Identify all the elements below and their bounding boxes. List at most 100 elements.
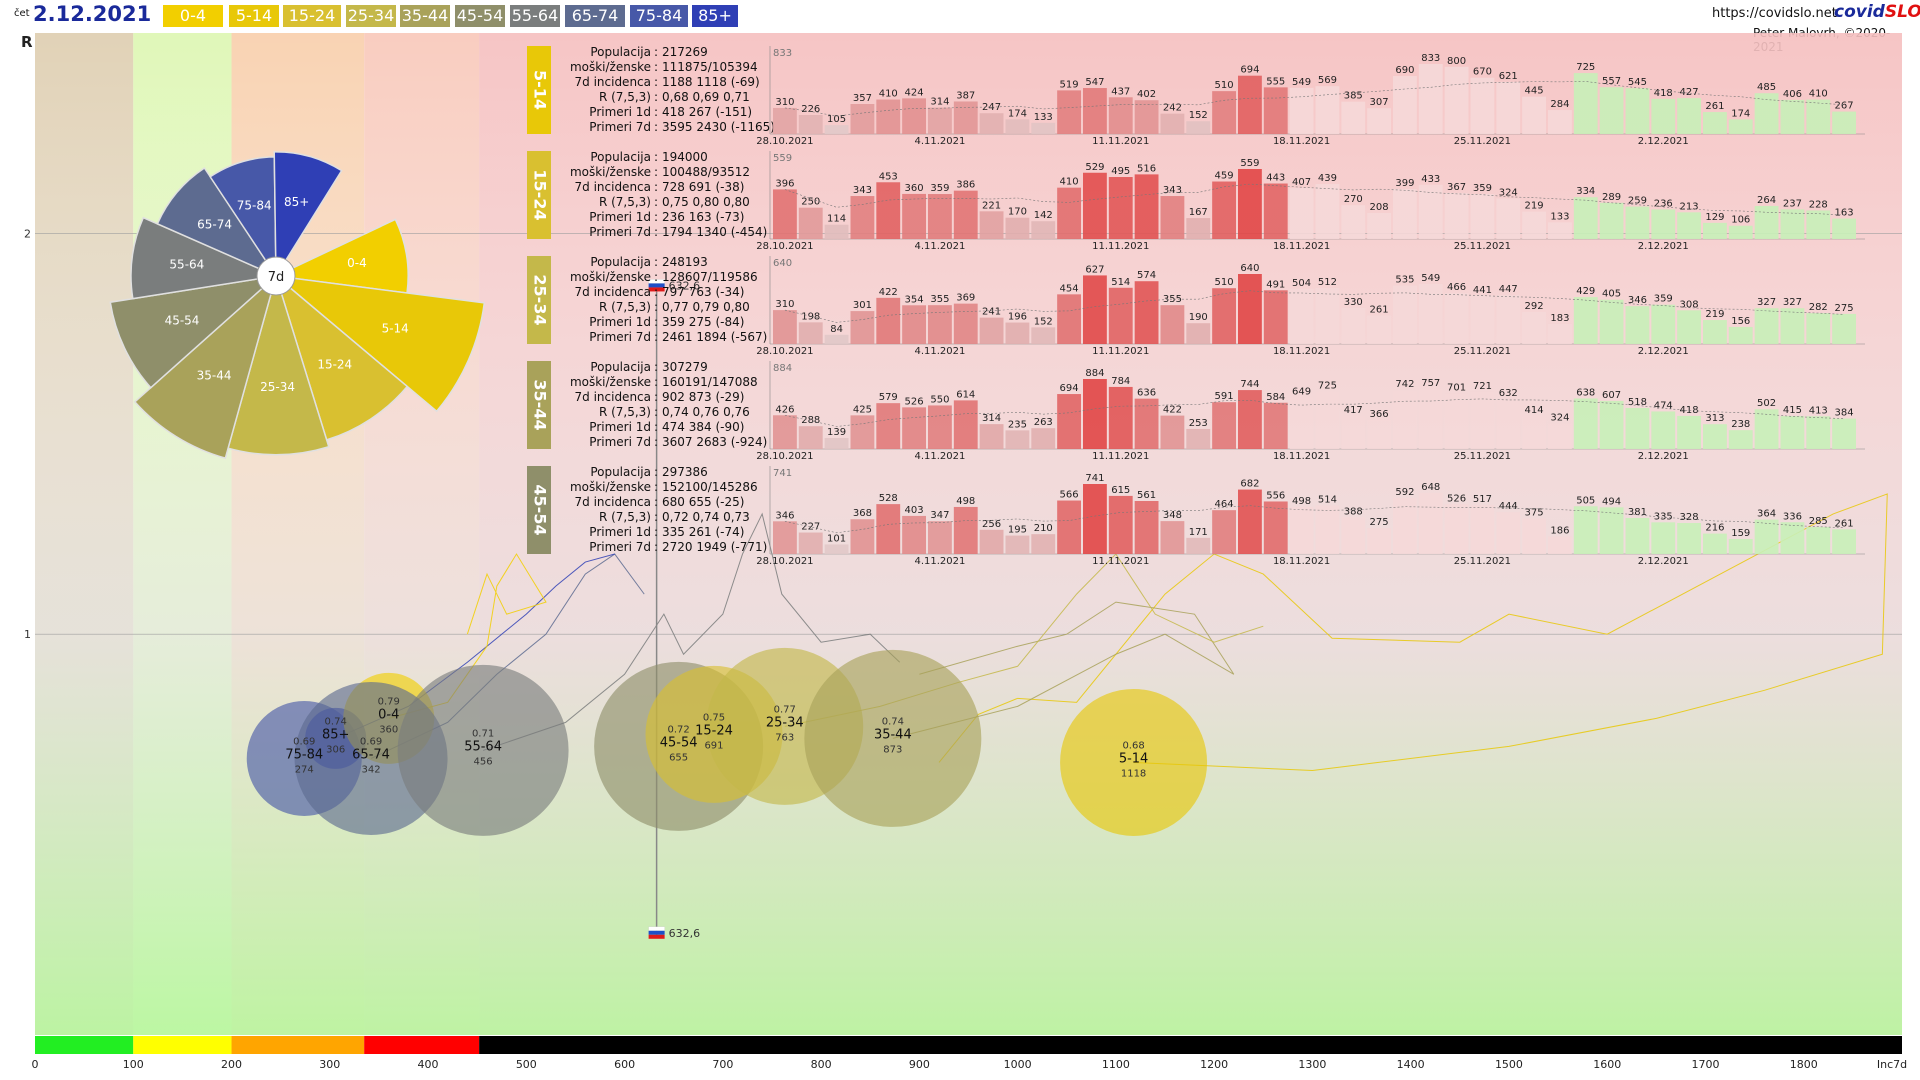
bar	[1703, 320, 1727, 344]
bar-label: 454	[1060, 283, 1079, 294]
bar-label: 495	[1111, 166, 1130, 177]
info-key: Primeri 7d	[589, 540, 651, 554]
date-tick-label: 2.12.2021	[1638, 136, 1689, 147]
bar-label: 418	[1654, 88, 1673, 99]
bar-label: 129	[1705, 212, 1724, 223]
info-value: 111875/105394	[662, 60, 758, 74]
date-tick-label: 4.11.2021	[914, 346, 965, 357]
info-value: 474 384 (-90)	[662, 420, 744, 434]
bar-label: 256	[982, 519, 1001, 530]
bubble-inc-label: 1118	[1121, 768, 1146, 779]
bar-label: 219	[1705, 309, 1724, 320]
bubble-group-label: 75-84	[285, 747, 323, 762]
bar-label: 566	[1060, 490, 1079, 501]
bar-label: 403	[905, 505, 924, 516]
bar-label: 701	[1447, 382, 1466, 393]
bar	[1083, 484, 1107, 554]
bar	[876, 504, 901, 554]
info-key: moški/ženske	[570, 165, 651, 179]
bar	[953, 190, 978, 239]
bar	[979, 529, 1004, 554]
bar	[1470, 77, 1495, 134]
bar-label: 498	[1292, 496, 1311, 507]
bar-label: 518	[1628, 397, 1647, 408]
bubble-inc-label: 306	[326, 744, 345, 755]
bar-label: 195	[1008, 525, 1027, 536]
bar	[1341, 415, 1366, 449]
info-key: 7d incidenca	[575, 75, 652, 89]
bar	[1160, 113, 1185, 134]
panel-tag-label: 35-44	[531, 379, 550, 430]
info-value: 0,68 0,69 0,71	[662, 90, 750, 104]
info-value: 0,77 0,79 0,80	[662, 300, 750, 314]
pie-slice-25-34	[227, 273, 330, 456]
bar	[1341, 101, 1366, 134]
bar	[1367, 108, 1391, 134]
bar	[1418, 184, 1443, 239]
bar	[979, 113, 1004, 134]
bar	[1728, 225, 1753, 239]
bar-label: 190	[1189, 312, 1208, 323]
bubble-group-label: 65-74	[352, 747, 390, 762]
bar	[1238, 169, 1262, 239]
bar-label: 170	[1008, 207, 1027, 218]
bar	[1263, 402, 1288, 449]
bar-label: 367	[1447, 182, 1466, 193]
bar	[953, 101, 978, 134]
bar	[824, 334, 849, 344]
bar	[1057, 90, 1081, 134]
bar	[1186, 428, 1211, 449]
bar-label: 519	[1060, 79, 1079, 90]
pie-slice-label: 5-14	[382, 321, 409, 335]
pie-slice-label: 35-44	[197, 369, 232, 383]
info-value: 902 873 (-29)	[662, 390, 744, 404]
bar-label: 441	[1473, 285, 1492, 296]
bar	[850, 519, 875, 554]
bar-label: 343	[853, 185, 872, 196]
site-url[interactable]: https://covidslo.net	[1712, 6, 1837, 21]
bar-label: 505	[1576, 495, 1595, 506]
bar-label: 198	[801, 311, 820, 322]
bar-label: 386	[956, 180, 975, 191]
bar	[1160, 305, 1185, 344]
bar-label: 264	[1757, 195, 1776, 206]
bar-label: 387	[956, 90, 975, 101]
bar	[1108, 177, 1133, 239]
date-tick-label: 11.11.2021	[1092, 556, 1149, 567]
bar	[902, 98, 926, 134]
r-tick-label: 2	[24, 227, 31, 240]
x-tick-label: 500	[516, 1058, 537, 1071]
bar	[1160, 415, 1185, 449]
bar-label: 529	[1085, 162, 1104, 173]
pie-slice-label: 55-64	[169, 257, 204, 271]
bar	[1108, 386, 1133, 449]
bar	[1832, 529, 1856, 554]
bar	[979, 317, 1004, 344]
info-colon: :	[654, 75, 658, 89]
info-value: 100488/93512	[662, 165, 750, 179]
bar-label: 459	[1215, 171, 1234, 182]
bar	[1573, 73, 1598, 134]
info-value: 3607 2683 (-924)	[662, 435, 767, 449]
trajectories	[335, 493, 1888, 771]
bar-label: 221	[982, 200, 1001, 211]
bar	[902, 193, 926, 239]
bar-label: 261	[1705, 101, 1724, 112]
bubble-5-14	[1060, 688, 1208, 836]
bar	[1522, 211, 1546, 239]
info-key: moški/ženske	[570, 270, 651, 284]
bar-label: 632	[1499, 388, 1518, 399]
bar-label: 504	[1292, 278, 1311, 289]
bar	[1677, 98, 1701, 134]
panel-tag-label: 15-24	[531, 169, 550, 220]
bar	[1832, 418, 1856, 449]
bar	[798, 322, 823, 344]
bar	[1057, 187, 1081, 239]
bar-label: 424	[905, 87, 924, 98]
bar-label: 405	[1602, 289, 1621, 300]
panel-tag	[527, 256, 551, 344]
bar	[1367, 315, 1391, 344]
bubble-inc-label: 360	[379, 724, 398, 735]
bar-label: 510	[1215, 277, 1234, 288]
